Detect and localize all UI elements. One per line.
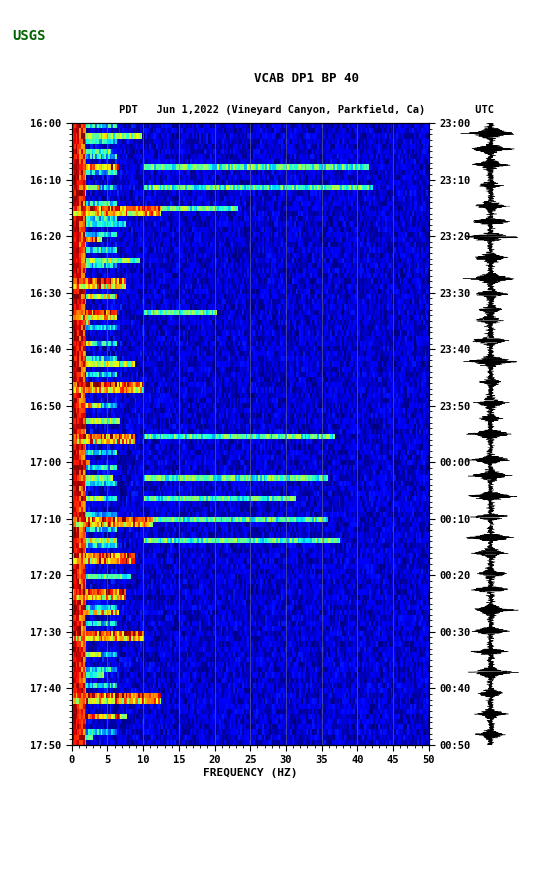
Text: USGS: USGS [12, 29, 46, 43]
Text: PDT   Jun 1,2022 (Vineyard Canyon, Parkfield, Ca)        UTC: PDT Jun 1,2022 (Vineyard Canyon, Parkfie… [119, 105, 494, 115]
X-axis label: FREQUENCY (HZ): FREQUENCY (HZ) [203, 768, 298, 778]
Text: VCAB DP1 BP 40: VCAB DP1 BP 40 [254, 71, 359, 85]
